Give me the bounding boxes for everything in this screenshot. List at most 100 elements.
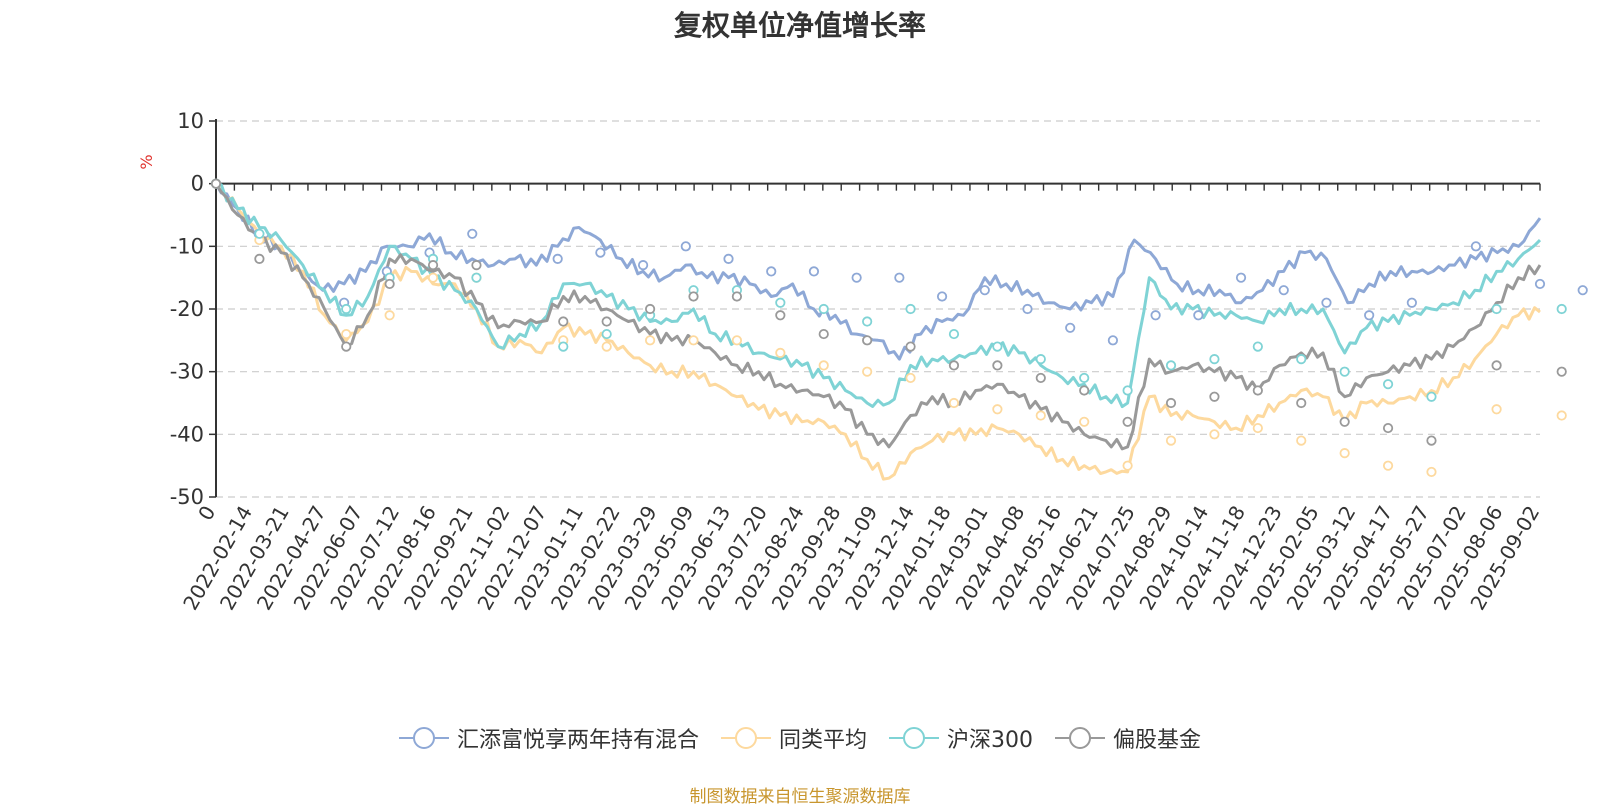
series-marker — [1165, 435, 1177, 446]
series-marker — [1209, 354, 1220, 365]
series-marker — [1035, 354, 1046, 365]
legend-item[interactable]: 偏股基金 — [1055, 722, 1201, 754]
series-marker — [1252, 385, 1263, 396]
y-tick-label: -40 — [170, 422, 204, 446]
series-marker — [644, 303, 656, 315]
series-marker — [1193, 310, 1204, 321]
series-marker — [210, 178, 222, 189]
legend-label: 汇添富悦享两年持有混合 — [456, 728, 699, 753]
series-marker — [644, 335, 656, 346]
series-marker — [552, 253, 563, 264]
series-marker — [1491, 404, 1502, 415]
y-tick-label: -50 — [170, 485, 204, 509]
series-marker — [818, 360, 829, 371]
series-marker — [1035, 372, 1046, 384]
series-marker — [1426, 391, 1437, 402]
series-marker — [595, 247, 606, 258]
legend-label: 偏股基金 — [1113, 728, 1202, 753]
series-marker — [1470, 241, 1482, 252]
series-markers — [210, 178, 1588, 478]
series-marker — [384, 278, 395, 290]
series-marker — [992, 360, 1003, 371]
series-marker — [384, 310, 395, 321]
series-marker — [1165, 360, 1177, 371]
series-marker — [905, 303, 916, 315]
series-marker — [948, 397, 960, 409]
series-marker — [1534, 278, 1546, 290]
series-marker — [341, 303, 352, 315]
y-tick-label: 10 — [177, 109, 204, 133]
y-tick-label: -20 — [170, 297, 204, 321]
series-marker — [558, 341, 569, 352]
series-marker — [862, 335, 873, 346]
series-marker — [254, 253, 265, 264]
series-marker — [1022, 303, 1033, 315]
series-marker — [1382, 460, 1394, 471]
chart-title: 复权单位净值增长率 — [673, 9, 926, 42]
series-marker — [979, 285, 990, 296]
series-line — [214, 182, 1542, 361]
series-marker — [775, 297, 786, 308]
series-marker — [936, 291, 948, 302]
series-marker — [1296, 354, 1307, 365]
series-marker — [1209, 429, 1220, 440]
series-marker — [558, 316, 569, 327]
series-marker — [1035, 410, 1046, 421]
series-marker — [427, 272, 439, 283]
x-tick-label: 0 — [193, 502, 220, 525]
series-marker — [1491, 303, 1502, 315]
legend-item[interactable]: 沪深300 — [889, 722, 1033, 754]
legend-swatch-icon — [889, 727, 939, 749]
series-marker — [1079, 372, 1090, 384]
series-marker — [1235, 272, 1247, 283]
series-marker — [688, 291, 699, 302]
series-marker — [1278, 285, 1289, 296]
grid-lines — [216, 120, 1540, 498]
series-marker — [731, 335, 743, 346]
series-marker — [1556, 366, 1567, 377]
series-marker — [688, 335, 699, 346]
series-marker — [992, 341, 1003, 352]
series-marker — [427, 260, 439, 271]
y-tick-label: -30 — [170, 360, 204, 384]
series-marker — [851, 272, 862, 283]
legend-swatch-icon — [1055, 727, 1105, 749]
legend-item[interactable]: 汇添富悦享两年持有混合 — [398, 722, 699, 754]
y-axis-unit-label: % — [137, 154, 156, 169]
series-marker — [992, 404, 1003, 415]
series-marker — [723, 253, 734, 264]
series-marker — [1107, 335, 1119, 346]
series-marker — [254, 228, 265, 239]
series-marker — [1252, 341, 1263, 352]
legend-item[interactable]: 同类平均 — [720, 722, 867, 754]
series-marker — [467, 228, 478, 239]
series-marker — [948, 328, 960, 340]
series-marker — [818, 303, 829, 315]
series-marker — [905, 372, 916, 384]
series-marker — [1065, 322, 1076, 333]
series-marker — [775, 347, 786, 358]
series-line — [214, 182, 1542, 451]
series-marker — [1339, 366, 1350, 377]
series-marker — [1339, 448, 1350, 459]
series-marker — [808, 266, 820, 277]
data-source-credit: 制图数据来自恒生聚源数据库 — [689, 787, 911, 807]
series-marker — [601, 316, 612, 327]
axes: 100-10-20-30-40-5002022-02-142022-03-212… — [170, 109, 1545, 614]
series-marker — [862, 316, 873, 327]
series-marker — [1364, 310, 1375, 321]
series-marker — [601, 328, 612, 340]
series-marker — [637, 260, 649, 271]
series-marker — [1339, 416, 1350, 427]
series-marker — [471, 260, 482, 271]
series-marker — [1252, 422, 1263, 434]
series-marker — [471, 272, 482, 283]
series-marker — [1209, 391, 1220, 402]
series-marker — [731, 291, 743, 302]
series-marker — [1426, 466, 1437, 478]
series-marker — [862, 366, 873, 377]
series-line — [215, 182, 1541, 481]
series-marker — [1406, 297, 1417, 308]
series-marker — [1491, 360, 1502, 371]
series-marker — [1296, 397, 1307, 409]
